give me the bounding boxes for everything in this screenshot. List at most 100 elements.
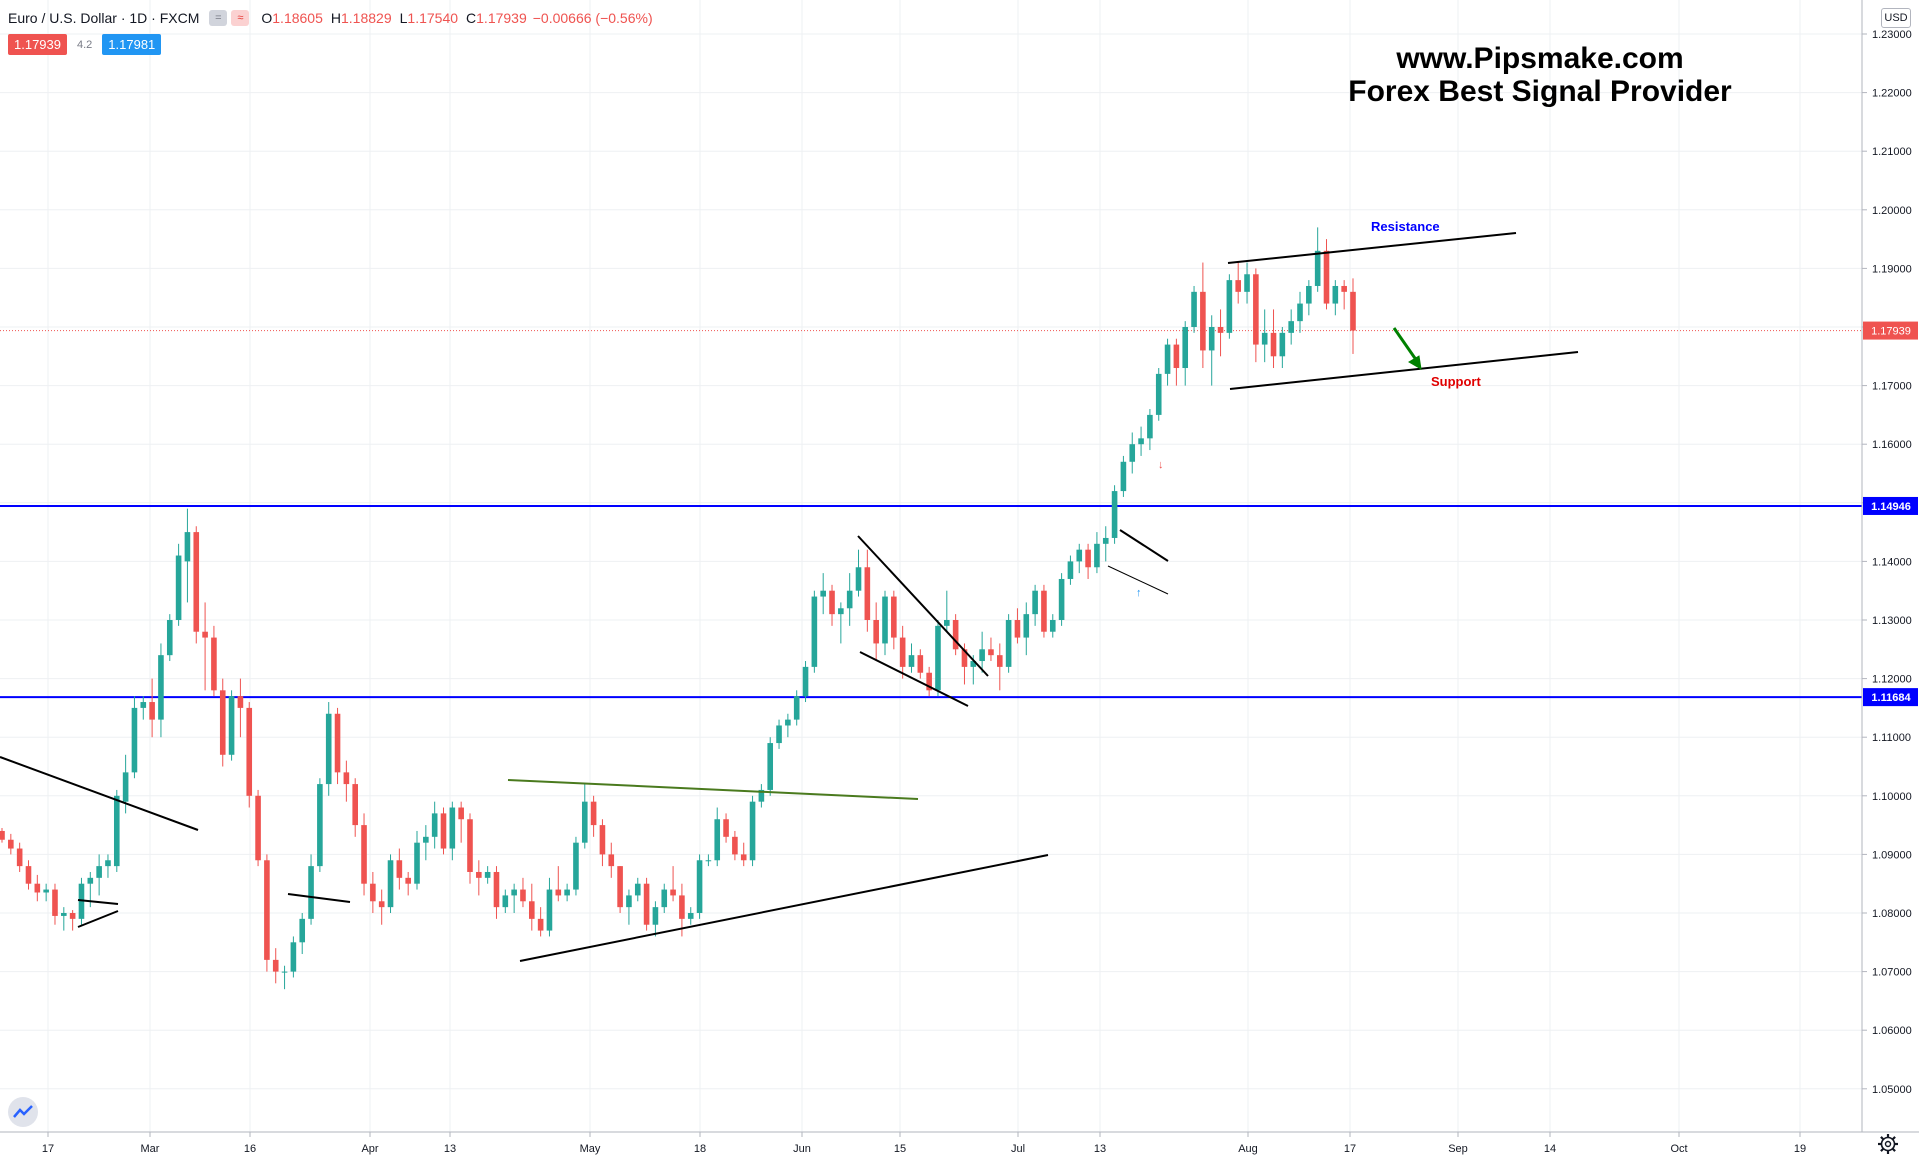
trendline-july-flag-top[interactable] xyxy=(1119,529,1169,562)
channel-support-line[interactable] xyxy=(1229,351,1579,390)
candle-body xyxy=(1314,250,1321,286)
candle-body xyxy=(96,866,102,878)
candle-body xyxy=(767,743,774,790)
candle-body xyxy=(1120,461,1127,492)
candle xyxy=(643,877,650,931)
candle-body xyxy=(573,842,579,890)
candle-body xyxy=(1191,291,1197,327)
trendline-green-resistance[interactable] xyxy=(507,779,919,800)
candle xyxy=(1076,543,1083,574)
candle-body xyxy=(970,661,977,667)
wave-icon[interactable]: ≈ xyxy=(231,10,250,26)
candle xyxy=(166,614,173,662)
settings-gear-icon[interactable] xyxy=(1876,1132,1900,1156)
trendline-june-wedge-bottom[interactable] xyxy=(859,651,969,707)
candle xyxy=(1208,315,1215,386)
candle-body xyxy=(1341,285,1347,292)
candle xyxy=(1111,485,1118,544)
trendline-july-flag-bottom[interactable] xyxy=(1107,565,1169,595)
candle-body xyxy=(290,942,297,972)
candle xyxy=(211,625,217,697)
candle xyxy=(158,643,164,738)
candle xyxy=(714,807,721,867)
low-value: 1.17540 xyxy=(407,10,459,26)
candle xyxy=(396,848,403,890)
candle-body xyxy=(1032,590,1038,615)
candle-body xyxy=(926,672,932,691)
candle-body xyxy=(246,707,253,796)
ohlc-legend: Euro / U.S. Dollar · 1D · FXCM = ≈ O 1.18… xyxy=(8,8,653,28)
price-tick-label: 1.14000 xyxy=(1872,556,1912,568)
time-tick-label: Jul xyxy=(1011,1143,1025,1155)
candle-body xyxy=(122,772,129,802)
candle-body xyxy=(237,696,244,708)
candle xyxy=(1164,338,1171,386)
trendline-flag-top-1[interactable] xyxy=(77,899,119,905)
candle xyxy=(184,508,191,603)
symbol-title[interactable]: Euro / U.S. Dollar · 1D · FXCM xyxy=(8,10,200,26)
down-arrow-marker: ↓ xyxy=(1158,459,1164,471)
candle-body xyxy=(228,696,235,755)
candle-body xyxy=(493,871,500,908)
candle xyxy=(802,661,809,703)
candle xyxy=(537,907,544,937)
sell-button[interactable]: 1.17939 xyxy=(8,34,67,55)
candle-body xyxy=(776,725,782,744)
candle-body xyxy=(387,860,394,908)
equals-icon[interactable]: = xyxy=(209,10,228,26)
price-axis[interactable]: 1.230001.220001.210001.200001.190001.180… xyxy=(1861,0,1912,1132)
candle-body xyxy=(1138,438,1144,445)
candle xyxy=(140,696,147,720)
price-tick-label: 1.13000 xyxy=(1872,615,1912,627)
candle-body xyxy=(264,860,270,960)
trendline-march-flat[interactable] xyxy=(287,893,351,903)
candle-body xyxy=(1049,620,1056,632)
candle-body xyxy=(255,795,261,861)
currency-label[interactable]: USD xyxy=(1881,8,1911,28)
level-price-label: 1.14946 xyxy=(1871,501,1911,513)
price-tick-label: 1.17000 xyxy=(1872,381,1912,393)
candle xyxy=(723,813,729,843)
candle-body xyxy=(749,801,756,861)
candle xyxy=(131,696,138,779)
candle-body xyxy=(1182,327,1189,369)
candle xyxy=(255,789,261,867)
support-label: Support xyxy=(1431,374,1481,389)
candle xyxy=(1297,291,1303,333)
candle-body xyxy=(61,913,67,916)
channel-resistance-line[interactable] xyxy=(1227,232,1517,264)
candle xyxy=(317,778,323,872)
up-arrow-marker: ↑ xyxy=(1136,587,1142,599)
candle-body xyxy=(502,895,509,908)
candle xyxy=(829,584,835,626)
candle-body xyxy=(1094,543,1100,568)
candle xyxy=(988,637,994,662)
candle-body xyxy=(1129,444,1136,462)
candle xyxy=(1235,262,1241,304)
candle xyxy=(1173,338,1180,386)
candle xyxy=(599,819,606,867)
candle-body xyxy=(1323,250,1330,304)
trendline-flag-bottom-1[interactable] xyxy=(77,910,119,928)
candle xyxy=(820,573,826,615)
trendline-left-down[interactable] xyxy=(0,756,199,831)
candle xyxy=(555,866,562,902)
candle-body xyxy=(131,707,138,773)
candle-body xyxy=(1253,274,1259,345)
candle xyxy=(1138,426,1144,456)
price-tick-label: 1.06000 xyxy=(1872,1025,1912,1037)
candle-body xyxy=(43,889,49,893)
candle-body xyxy=(1058,578,1065,620)
candle-body xyxy=(838,608,844,615)
candle-body xyxy=(740,854,747,861)
time-axis[interactable]: 17 Mar 16 Apr 13 May 18 Jun 15 Jul 13 Aug 17 Sep 14 Oct… xyxy=(0,1131,1919,1155)
tradingview-logo-icon[interactable] xyxy=(8,1097,38,1127)
trendline-rising-support[interactable] xyxy=(519,854,1049,962)
trendline-june-wedge-top[interactable] xyxy=(857,535,989,677)
candle xyxy=(749,795,756,867)
buy-button[interactable]: 1.17981 xyxy=(102,34,162,55)
candle-body xyxy=(952,620,959,650)
candle-body xyxy=(352,784,358,826)
